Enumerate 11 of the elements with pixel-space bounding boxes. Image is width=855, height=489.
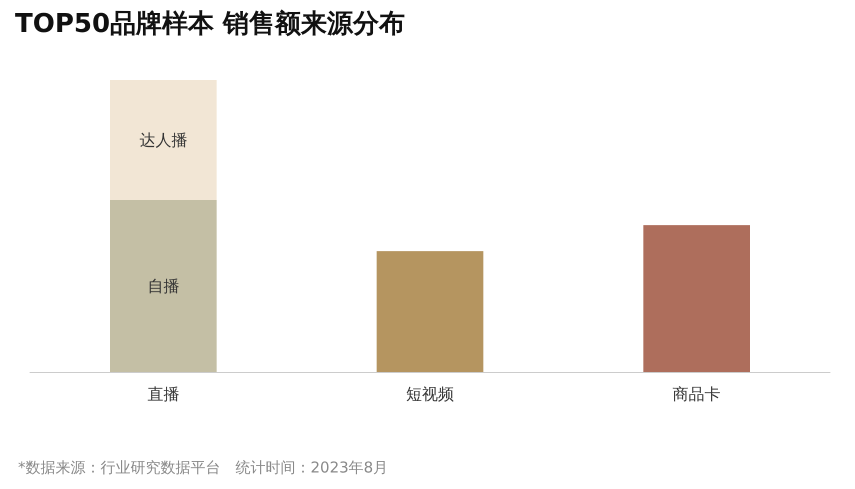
chart-title: TOP50品牌样本 销售额来源分布: [15, 9, 406, 39]
text: *数据来源：行业研究数据平台 统计时间：2023年8月: [18, 458, 388, 476]
bar: [110, 80, 217, 200]
x-tick-label: 直播: [147, 384, 180, 404]
x-tick-label: 商品卡: [672, 384, 721, 404]
series-label: 达人播: [139, 130, 188, 150]
bar: [376, 251, 484, 372]
series-label: 自播: [147, 276, 180, 296]
x-tick-label: 短视频: [406, 384, 454, 404]
bar: [643, 225, 750, 372]
bar: [110, 200, 217, 372]
